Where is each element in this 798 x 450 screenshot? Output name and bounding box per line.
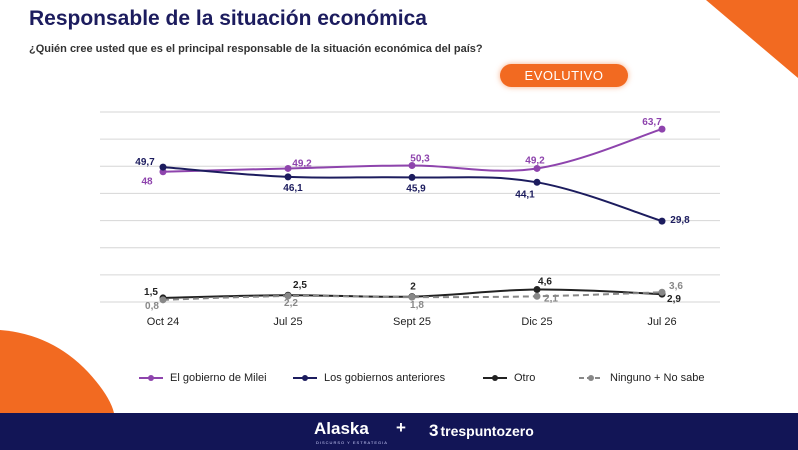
chart-x-ticks: Oct 24 Jul 25 Sept 25 Dic 25 Jul 26 [147, 316, 677, 328]
data-point [658, 217, 666, 225]
legend-item: El gobierno de Milei [138, 372, 267, 384]
data-label: 29,8 [670, 215, 690, 226]
x-tick-label: Dic 25 [521, 316, 552, 328]
trespuntozero-logo: 3 trespuntozero [429, 421, 534, 441]
data-point [533, 164, 541, 172]
data-point [658, 288, 666, 296]
data-point [533, 292, 541, 300]
data-label: 2,2 [284, 298, 298, 309]
alaska-tagline: DISCURSO Y ESTRATEGIA [316, 440, 388, 445]
data-label: 4,6 [538, 277, 552, 288]
data-label: 48 [141, 177, 153, 188]
chart-series-points [159, 125, 666, 304]
data-label: 49,7 [135, 157, 155, 168]
legend-swatch [483, 375, 507, 381]
data-point [408, 293, 416, 301]
data-label: 2,5 [293, 280, 307, 291]
data-point [284, 173, 292, 181]
data-label: 49,2 [525, 155, 545, 166]
footer-bar: Alaska DISCURSO Y ESTRATEGIA + 3 trespun… [0, 413, 798, 450]
chart-legend: El gobierno de Milei Los gobiernos anteri… [138, 372, 738, 388]
data-label: 44,1 [515, 189, 535, 200]
legend-label: El gobierno de Milei [170, 372, 267, 384]
data-point [159, 163, 167, 171]
legend-item: Ninguno + No sabe [578, 372, 704, 384]
data-label: 2 [410, 282, 416, 293]
data-label: 3,6 [669, 281, 683, 292]
data-label: 2,1 [544, 293, 558, 304]
legend-swatch [293, 375, 317, 381]
data-point [284, 292, 292, 300]
plus-sign: + [396, 418, 406, 437]
data-point [408, 173, 416, 181]
page-title: Responsable de la situación económica [29, 7, 427, 30]
x-tick-label: Oct 24 [147, 316, 179, 328]
data-point [533, 286, 541, 294]
data-point [408, 161, 416, 169]
data-label: 0,8 [145, 301, 159, 312]
x-tick-label: Sept 25 [393, 316, 431, 328]
data-point [284, 164, 292, 172]
data-point [658, 125, 666, 133]
data-label: 63,7 [642, 117, 662, 128]
x-tick-label: Jul 25 [273, 316, 302, 328]
legend-item: Otro [482, 372, 535, 384]
data-label: 1,8 [410, 300, 424, 311]
data-label: 1,5 [144, 287, 158, 298]
legend-swatch [579, 375, 603, 381]
trespuntozero-wordmark: trespuntozero [440, 423, 534, 439]
alaska-logo: Alaska [314, 419, 369, 438]
data-label: 45,9 [406, 183, 426, 194]
series-line [162, 291, 663, 301]
legend-swatch [139, 375, 163, 381]
data-point [533, 178, 541, 186]
data-label: 2,9 [667, 294, 681, 305]
legend-label: Ninguno + No sabe [610, 372, 705, 384]
data-label: 50,3 [410, 153, 430, 164]
data-label: 46,1 [283, 183, 303, 194]
legend-item: Los gobiernos anteriores [292, 372, 445, 384]
data-label: 49,2 [292, 158, 312, 169]
chart-grid [100, 111, 720, 303]
chart-data-labels: 48 49,2 50,3 49,2 63,7 49,7 46,1 45,9 44,1 29,8 1,… [135, 117, 690, 312]
x-tick-label: Jul 26 [647, 316, 676, 328]
legend-label: Otro [514, 372, 536, 384]
trespuntozero-mark-icon: 3 [429, 421, 439, 440]
page-subtitle: ¿Quién cree usted que es el principal re… [29, 43, 483, 55]
evolutivo-badge: EVOLUTIVO [500, 64, 628, 87]
legend-label: Los gobiernos anteriores [324, 372, 446, 384]
data-point [159, 296, 167, 304]
